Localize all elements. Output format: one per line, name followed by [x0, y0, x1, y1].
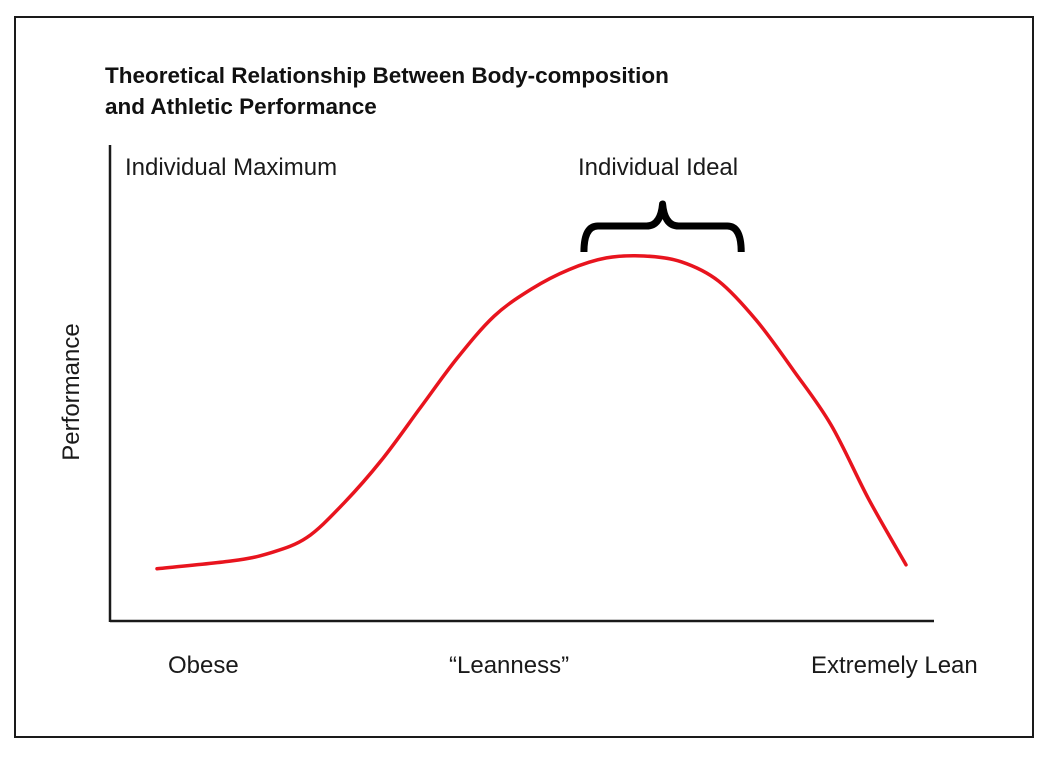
- annotation-layer: [580, 200, 745, 253]
- x-axis-label-extremely-lean: Extremely Lean: [811, 652, 978, 679]
- x-axis-label-leanness: “Leanness”: [449, 652, 570, 679]
- series-layer: [155, 253, 908, 571]
- chart-title: Theoretical Relationship Between Body-co…: [105, 60, 865, 122]
- individual-ideal-label: Individual Ideal: [578, 154, 739, 181]
- x-axis-label-obese: Obese: [168, 652, 239, 679]
- chart-title-line-2: and Athletic Performance: [105, 94, 377, 119]
- individual-maximum-label: Individual Maximum: [125, 154, 338, 181]
- ideal-range-brace: [580, 200, 745, 253]
- chart-title-line-1: Theoretical Relationship Between Body-co…: [105, 63, 669, 88]
- performance-curve-line: [155, 253, 908, 571]
- chart-frame: [14, 16, 1034, 738]
